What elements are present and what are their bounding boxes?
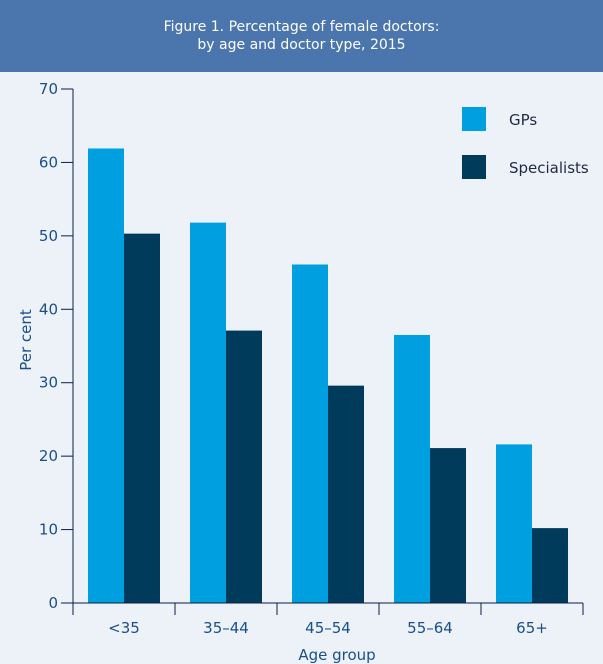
bar-specialists-4 — [532, 528, 568, 603]
y-tick-label-50: 50 — [39, 227, 58, 245]
bar-specialists-3 — [430, 448, 466, 603]
x-tick-label-1: 35–44 — [203, 619, 249, 637]
legend-label-gps: GPs — [509, 111, 537, 129]
bar-gps-3 — [394, 334, 430, 603]
chart-title-line-2: by age and doctor type, 2015 — [197, 37, 406, 53]
legend-swatch-gps — [462, 107, 486, 131]
y-tick-label-60: 60 — [39, 153, 58, 171]
x-tick-label-4: 65+ — [516, 619, 548, 637]
y-tick-label-0: 0 — [48, 594, 58, 612]
y-tick-label-20: 20 — [39, 447, 58, 465]
bar-gps-2 — [292, 264, 328, 603]
legend-group: GPs Specialists — [462, 107, 589, 179]
y-tick-label-70: 70 — [39, 80, 58, 98]
x-tick-label-3: 55–64 — [407, 619, 453, 637]
y-tick-label-10: 10 — [39, 521, 58, 539]
axes-group: 0 10 20 30 40 50 60 70 <35 35–44 45–54 55–64 65+ — [39, 80, 584, 637]
bars-group — [88, 148, 568, 603]
y-axis-title: Per cent — [17, 309, 35, 371]
legend-label-specialists: Specialists — [509, 159, 589, 177]
x-tick-label-0: <35 — [108, 619, 140, 637]
bar-specialists-0 — [124, 233, 160, 603]
bar-specialists-1 — [226, 330, 262, 603]
x-axis-title: Age group — [298, 646, 375, 664]
bar-gps-1 — [190, 222, 226, 603]
chart-title: Figure 1. Percentage of female doctors: … — [0, 0, 603, 72]
y-tick-label-30: 30 — [39, 374, 58, 392]
bar-specialists-2 — [328, 385, 364, 603]
x-tick-label-2: 45–54 — [305, 619, 351, 637]
bar-gps-0 — [88, 148, 124, 603]
chart-title-line-1: Figure 1. Percentage of female doctors: — [163, 19, 440, 35]
y-tick-label-40: 40 — [39, 300, 58, 318]
legend-swatch-specialists — [462, 155, 486, 179]
bar-gps-4 — [496, 444, 532, 603]
